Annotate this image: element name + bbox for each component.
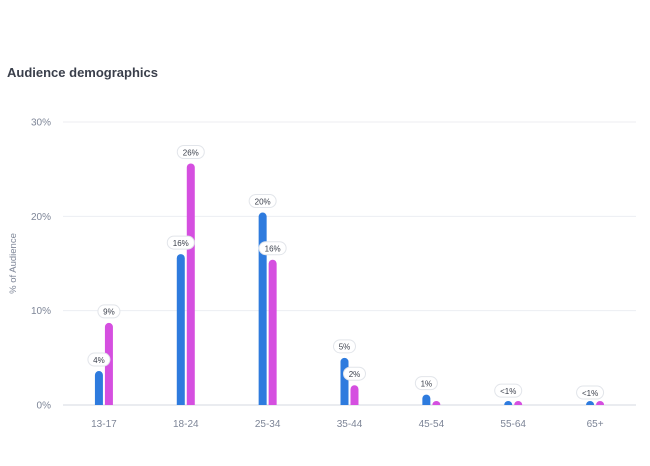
data-label: 9% [103,308,115,317]
data-label: 5% [339,343,351,352]
data-label-bubble [333,339,356,354]
bar[interactable] [186,163,195,405]
bar[interactable] [422,394,431,405]
data-label-bubble [248,194,277,209]
bar[interactable] [340,357,349,405]
data-label-bubble [414,376,438,391]
bar[interactable] [586,401,595,405]
data-label: 2% [349,370,361,379]
bar[interactable] [94,371,103,405]
data-label: 4% [93,356,105,365]
x-tick-label: 25-34 [255,419,281,430]
data-label: 26% [183,148,199,157]
x-tick-label: 18-24 [173,419,199,430]
y-axis-label: % of Audience [8,233,19,294]
bar[interactable] [176,254,185,405]
bar[interactable] [514,401,523,405]
data-label-bubble [87,352,111,367]
data-label-bubble [166,235,195,250]
x-tick-label: 65+ [587,419,604,430]
bar[interactable] [258,212,267,405]
y-tick-label: 20% [31,212,51,223]
x-tick-label: 13-17 [91,419,117,430]
data-label-bubble [343,366,366,381]
data-label-bubble [576,385,605,400]
bar[interactable] [432,401,441,405]
bar[interactable] [268,259,277,405]
data-label-bubble [258,241,287,256]
y-tick-label: 0% [37,401,52,412]
bar[interactable] [504,401,513,405]
data-label-bubble [494,383,523,398]
chart-title: Audience demographics [7,65,158,80]
y-tick-label: 30% [31,118,51,129]
data-label-bubble [176,145,205,160]
bar[interactable] [104,322,113,405]
data-label: 20% [255,197,271,206]
data-label: 16% [173,239,189,248]
bar[interactable] [350,385,359,405]
data-label: 16% [265,245,281,254]
bar[interactable] [596,401,605,405]
x-tick-label: 55-64 [500,419,526,430]
data-label: <1% [582,389,598,398]
x-tick-label: 45-54 [419,419,445,430]
y-tick-label: 10% [31,306,51,317]
data-label: 1% [421,379,433,388]
data-label: <1% [500,387,516,396]
data-label-bubble [97,304,121,319]
x-tick-label: 35-44 [337,419,363,430]
